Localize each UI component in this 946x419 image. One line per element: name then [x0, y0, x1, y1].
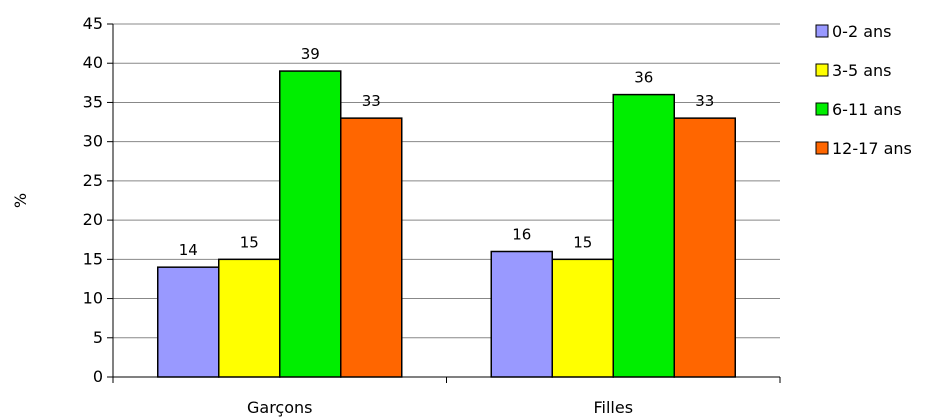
legend-swatch	[815, 102, 829, 116]
x-category-labels: Garçons Filles	[247, 398, 633, 417]
axes: %	[11, 23, 781, 383]
bar-0-2-ans-0	[157, 266, 220, 378]
y-tick-label: 10	[83, 289, 103, 308]
data-label: 15	[240, 233, 259, 251]
bars	[157, 70, 736, 378]
x-category-label: Filles	[593, 398, 633, 417]
data-label: 15	[573, 233, 592, 251]
bar-6-11-ans-1	[612, 93, 675, 378]
y-axis-title: %	[11, 193, 30, 208]
bar-12-17-ans-0	[340, 117, 403, 378]
bar-0-2-ans-1	[490, 250, 553, 378]
legend-label: 0-2 ans	[832, 22, 892, 41]
y-tick-label: 20	[83, 210, 103, 229]
bar-6-11-ans-0	[279, 70, 342, 378]
y-tick-label: 25	[83, 171, 103, 190]
bar-3-5-ans-1	[551, 258, 614, 378]
y-tick-label: 35	[83, 92, 103, 111]
y-tick-labels: 0 5 10 15 20 25 30 35 40 45	[83, 14, 103, 386]
legend-swatch	[815, 24, 829, 38]
y-tick-label: 15	[83, 249, 103, 268]
legend-label: 12-17 ans	[832, 139, 912, 158]
legend-swatch	[815, 63, 829, 77]
data-label: 16	[512, 225, 531, 243]
data-label: 14	[179, 241, 198, 259]
data-label: 36	[634, 69, 653, 87]
data-label: 33	[362, 92, 381, 110]
legend-label: 6-11 ans	[832, 100, 902, 119]
bar-12-17-ans-1	[673, 117, 736, 378]
data-labels: 14 15 39 33 16 15 36 33	[179, 45, 715, 259]
y-tick-label: 0	[93, 367, 103, 386]
data-label: 39	[301, 45, 320, 63]
y-tick-label: 30	[83, 132, 103, 151]
y-tick-label: 5	[93, 328, 103, 347]
y-tick-label: 40	[83, 53, 103, 72]
legend-label: 3-5 ans	[832, 61, 892, 80]
legend-swatch	[815, 141, 829, 155]
data-label: 33	[695, 92, 714, 110]
y-tick-label: 45	[83, 14, 103, 33]
x-category-label: Garçons	[247, 398, 313, 417]
bar-3-5-ans-0	[218, 258, 281, 378]
legend: 0-2 ans 3-5 ans 6-11 ans 12-17 ans	[815, 22, 912, 158]
